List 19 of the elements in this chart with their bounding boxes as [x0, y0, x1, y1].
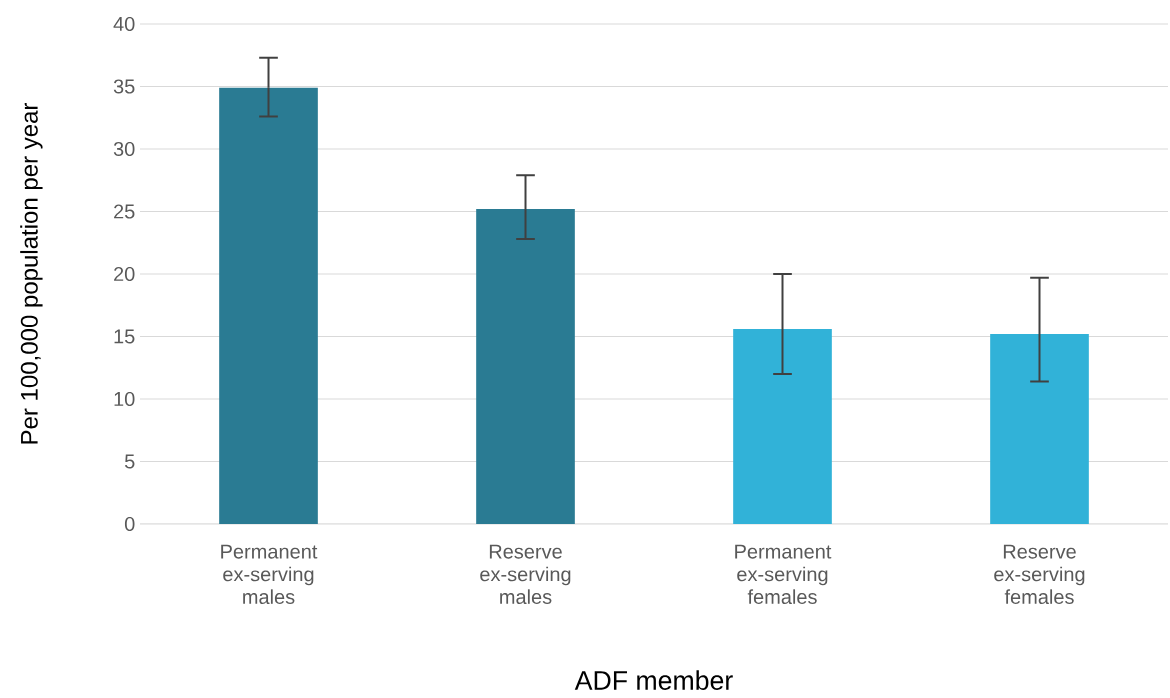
y-tick-label: 15 — [114, 329, 135, 344]
y-tick-label: 25 — [114, 204, 135, 219]
y-tick-label: 10 — [114, 391, 135, 407]
y-tick-label: 40 — [113, 16, 135, 32]
x-tick-label: Reserve ex-serving females — [994, 544, 1085, 604]
y-axis-title: Per 100,000 population per year — [20, 103, 43, 444]
x-tick-label: Permanent ex-serving females — [735, 544, 832, 604]
y-tick-label: 35 — [113, 79, 135, 94]
bar — [990, 333, 1089, 524]
x-tick-label: Permanent ex-serving males — [221, 544, 318, 604]
y-tick-label: 30 — [113, 141, 135, 157]
bar — [733, 328, 832, 524]
bar — [476, 208, 575, 524]
x-axis-title: ADF member — [574, 670, 733, 690]
x-tick-label: Reserve ex-serving males — [480, 544, 571, 604]
y-tick-label: 5 — [124, 454, 135, 469]
bar — [219, 87, 318, 524]
y-tick-label: 20 — [114, 266, 135, 282]
y-tick-label: 0 — [124, 516, 135, 532]
